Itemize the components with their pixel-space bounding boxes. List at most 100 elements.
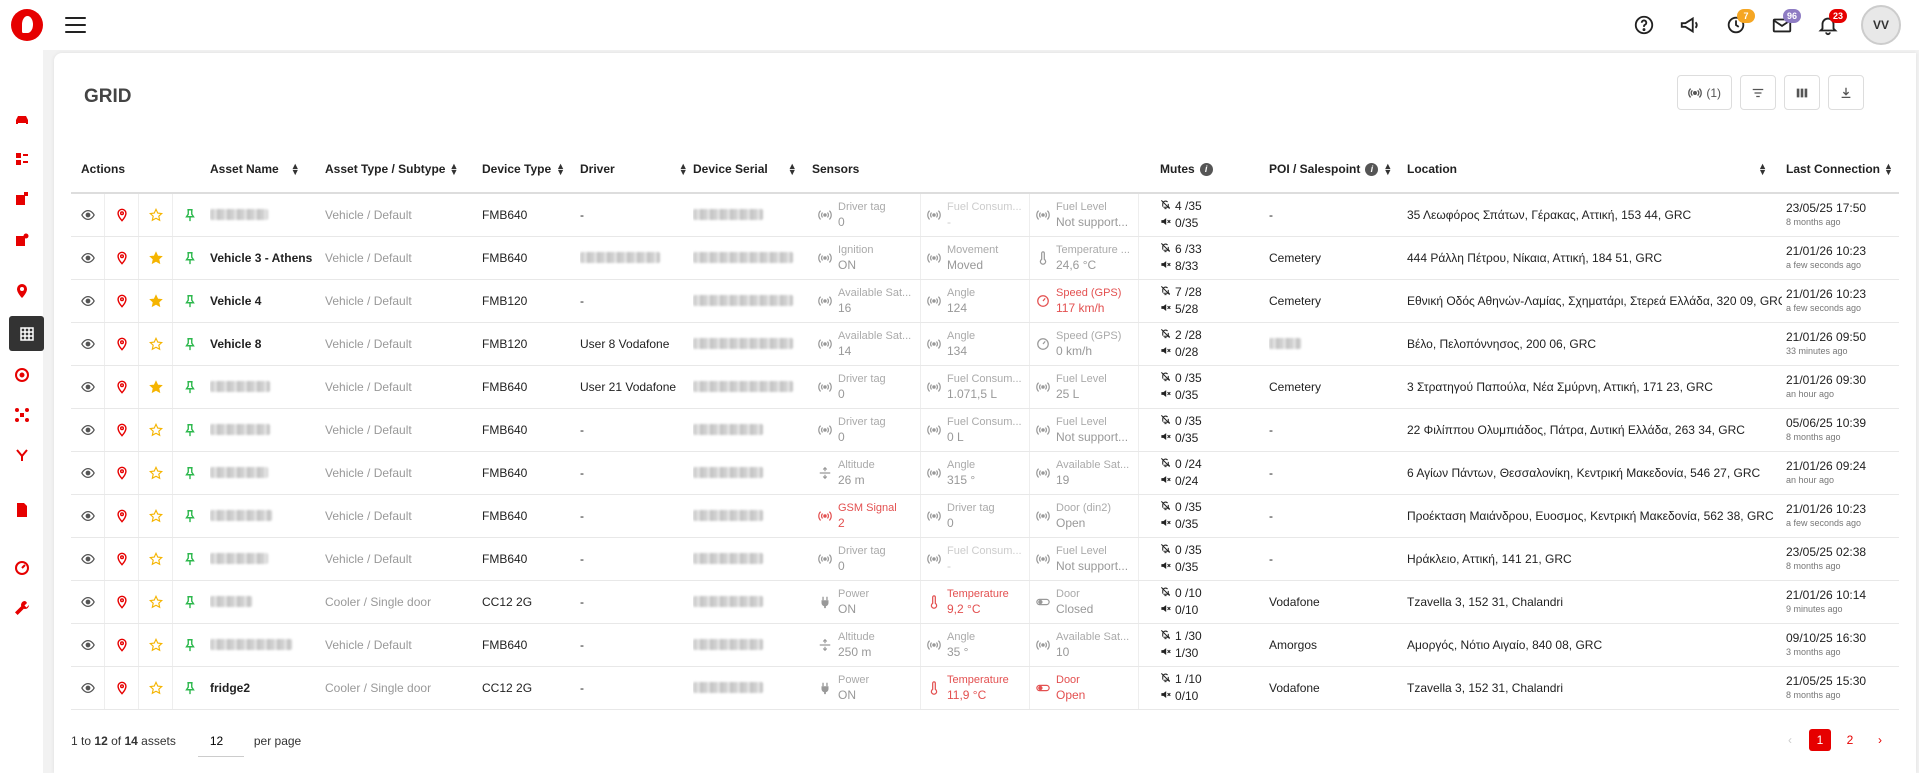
activity-icon[interactable]: 7 [1713, 0, 1759, 50]
table-row[interactable]: Cooler / Single door CC12 2G - Power ON T… [71, 581, 1899, 624]
table-row[interactable]: Vehicle 8 Vehicle / Default FMB120 User … [71, 323, 1899, 366]
pin-icon[interactable] [173, 667, 207, 709]
prev-page-button[interactable]: ‹ [1788, 733, 1792, 747]
view-icon[interactable] [71, 452, 105, 494]
header-device-type[interactable]: Device Type ▲ ▼ [482, 144, 572, 194]
favorite-star-icon[interactable] [139, 538, 173, 580]
asset-name[interactable] [210, 366, 325, 408]
per-page-input[interactable] [197, 725, 244, 757]
alert-list-icon[interactable] [7, 144, 37, 174]
table-row[interactable]: Vehicle / Default FMB640 - Driver tag 0 F… [71, 409, 1899, 452]
info-icon[interactable]: i [1199, 162, 1213, 176]
help-icon[interactable] [1621, 0, 1667, 50]
asset-name[interactable]: Vehicle 3 - Athens [210, 237, 325, 279]
asset-name[interactable]: Vehicle 4 [210, 280, 325, 322]
locate-icon[interactable] [105, 452, 139, 494]
page-2-button[interactable]: 2 [1846, 733, 1854, 747]
asset-name[interactable]: fridge2 [210, 667, 325, 709]
columns-button[interactable] [1784, 75, 1820, 110]
table-row[interactable]: Vehicle / Default FMB640 - Altitude 26 m … [71, 452, 1899, 495]
locate-icon[interactable] [105, 624, 139, 666]
page-1-button[interactable]: 1 [1809, 729, 1831, 751]
pin-icon[interactable] [173, 452, 207, 494]
sensors-filter-button[interactable]: (1) [1677, 75, 1732, 110]
avatar[interactable]: VV [1861, 5, 1901, 45]
notifications-icon[interactable]: 23 [1805, 0, 1851, 50]
favorite-star-icon[interactable] [139, 495, 173, 537]
pin-icon[interactable] [173, 624, 207, 666]
table-row[interactable]: Vehicle 4 Vehicle / Default FMB120 - Ava… [71, 280, 1899, 323]
header-poi[interactable]: POI / Salespoint i ▲ ▼ [1269, 144, 1392, 194]
vodafone-logo[interactable] [11, 9, 43, 41]
view-icon[interactable] [71, 624, 105, 666]
sort-icon[interactable]: ▲ ▼ [1884, 161, 1893, 177]
locate-icon[interactable] [105, 667, 139, 709]
car-icon[interactable] [7, 104, 37, 134]
menu-icon[interactable] [65, 17, 86, 33]
favorite-star-icon[interactable] [139, 624, 173, 666]
alert-settings-icon[interactable] [7, 184, 37, 214]
favorite-star-icon[interactable] [139, 237, 173, 279]
pin-icon[interactable] [173, 581, 207, 623]
asset-name[interactable] [210, 581, 325, 623]
locate-icon[interactable] [105, 323, 139, 365]
megaphone-icon[interactable] [1667, 0, 1713, 50]
pin-icon[interactable] [173, 237, 207, 279]
location-pin-icon[interactable] [7, 276, 37, 306]
header-last-connection[interactable]: Last Connection ▲ ▼ [1786, 144, 1899, 194]
sort-icon[interactable]: ▲ ▼ [1758, 161, 1767, 177]
view-icon[interactable] [71, 237, 105, 279]
locate-icon[interactable] [105, 366, 139, 408]
header-asset-type[interactable]: Asset Type / Subtype ▲ ▼ [325, 144, 465, 194]
header-driver[interactable]: Driver ▲ ▼ [580, 144, 688, 194]
table-row[interactable]: Vehicle 3 - Athens Vehicle / Default FMB… [71, 237, 1899, 280]
sort-icon[interactable]: ▲ ▼ [678, 161, 688, 177]
wrench-icon[interactable] [7, 593, 37, 623]
locate-icon[interactable] [105, 495, 139, 537]
table-row[interactable]: Vehicle / Default FMB640 - Driver tag 0 F… [71, 538, 1899, 581]
view-icon[interactable] [71, 194, 105, 236]
sort-icon[interactable]: ▲ ▼ [556, 161, 566, 177]
asset-name[interactable] [210, 624, 325, 666]
asset-name[interactable] [210, 194, 325, 236]
sort-icon[interactable]: ▲ ▼ [290, 161, 300, 177]
next-page-button[interactable]: › [1878, 733, 1882, 747]
asset-name[interactable] [210, 409, 325, 451]
view-icon[interactable] [71, 366, 105, 408]
table-row[interactable]: Vehicle / Default FMB640 - Altitude 250 m… [71, 624, 1899, 667]
view-icon[interactable] [71, 667, 105, 709]
view-icon[interactable] [71, 495, 105, 537]
locate-icon[interactable] [105, 538, 139, 580]
asset-name[interactable]: Vehicle 8 [210, 323, 325, 365]
table-row[interactable]: Vehicle / Default FMB640 User 21 Vodafon… [71, 366, 1899, 409]
favorite-star-icon[interactable] [139, 323, 173, 365]
messages-icon[interactable]: 96 [1759, 0, 1805, 50]
pin-icon[interactable] [173, 538, 207, 580]
steering-icon[interactable] [7, 360, 37, 390]
route-icon[interactable] [7, 440, 37, 470]
table-row[interactable]: fridge2 Cooler / Single door CC12 2G - P… [71, 667, 1899, 710]
locate-icon[interactable] [105, 194, 139, 236]
locate-icon[interactable] [105, 280, 139, 322]
asset-name[interactable] [210, 495, 325, 537]
pin-icon[interactable] [173, 495, 207, 537]
view-icon[interactable] [71, 409, 105, 451]
sort-icon[interactable]: ▲ ▼ [449, 161, 459, 177]
download-button[interactable] [1828, 75, 1864, 110]
filter-button[interactable] [1740, 75, 1776, 110]
favorite-star-icon[interactable] [139, 194, 173, 236]
view-icon[interactable] [71, 538, 105, 580]
header-device-serial[interactable]: Device Serial ▲ ▼ [693, 144, 803, 194]
view-icon[interactable] [71, 581, 105, 623]
drone-icon[interactable] [7, 400, 37, 430]
sort-icon[interactable]: ▲ ▼ [787, 161, 797, 177]
asset-name[interactable] [210, 452, 325, 494]
sort-icon[interactable]: ▲ ▼ [1383, 161, 1393, 177]
grid-icon[interactable] [9, 316, 44, 351]
pin-icon[interactable] [173, 409, 207, 451]
locate-icon[interactable] [105, 237, 139, 279]
reports-alert-icon[interactable] [7, 225, 37, 255]
header-asset-name[interactable]: Asset Name ▲ ▼ [210, 144, 325, 194]
favorite-star-icon[interactable] [139, 366, 173, 408]
speedometer-icon[interactable] [7, 553, 37, 583]
